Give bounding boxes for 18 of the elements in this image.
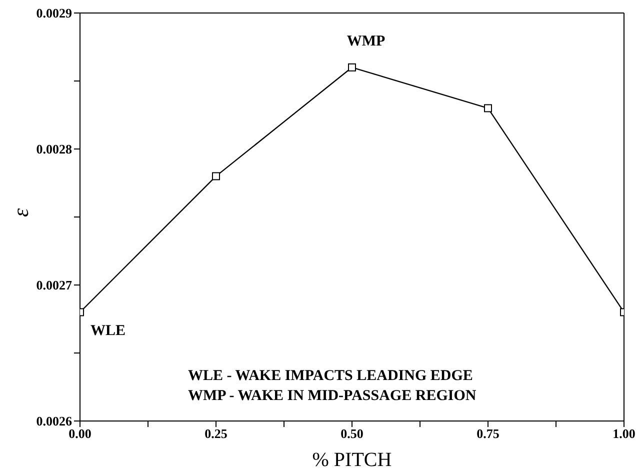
x-tick-label: 0.75 xyxy=(476,426,500,442)
point xyxy=(348,63,356,72)
x-tick-label: 0.25 xyxy=(204,426,228,442)
annotation: WLE - WAKE IMPACTS LEADING EDGE xyxy=(188,367,474,386)
y-tick-label: 0.0028 xyxy=(36,142,72,157)
annotation: WMP - WAKE IN MID-PASSAGE REGION xyxy=(188,387,476,406)
x-tick-label: 0.00 xyxy=(68,426,92,442)
y-tick-label: 0.0026 xyxy=(36,414,72,429)
point xyxy=(212,172,220,180)
x-axis-title: % PITCH xyxy=(312,449,392,471)
x-tick-label: 1.00 xyxy=(612,426,636,442)
y-tick-label: 0.0029 xyxy=(36,6,72,21)
annotation: WMP xyxy=(346,33,386,50)
point xyxy=(484,104,492,112)
y-axis-title: ε xyxy=(8,208,33,217)
annotation: WLE xyxy=(90,322,126,339)
x-tick-label: 0.50 xyxy=(340,426,364,442)
y-tick-label: 0.0027 xyxy=(36,278,72,293)
